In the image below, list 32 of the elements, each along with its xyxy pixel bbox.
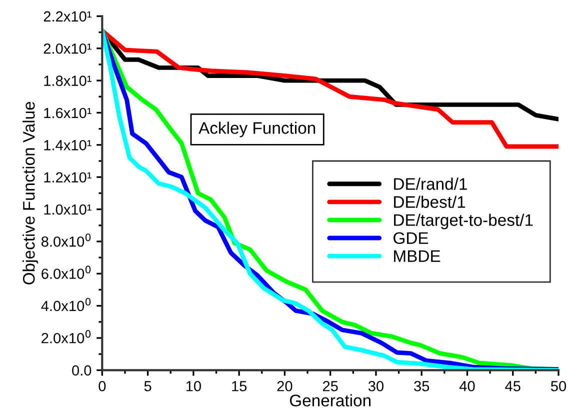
x-tick-label: 20 xyxy=(277,380,292,392)
y-tick-label: 2.0x10¹ xyxy=(44,43,92,54)
y-tick-label: 1.6x10¹ xyxy=(44,108,92,118)
x-tick-label: 50 xyxy=(550,380,566,392)
x-tick-label: 40 xyxy=(459,380,475,392)
y-tick-label: 6.0x10$^{0}$ xyxy=(42,266,91,279)
x-tick-label: 35 xyxy=(414,380,430,392)
x-tick-label: 0 xyxy=(98,380,106,392)
legend-label: DE/rand/1 xyxy=(394,178,467,190)
x-tick-label: 25 xyxy=(322,380,338,392)
legend-label: DE/best/1 xyxy=(394,196,466,208)
line-series xyxy=(102,28,559,149)
x-tick-label: 15 xyxy=(232,381,247,392)
y-tick-label: 8.0x10$^{0}$ xyxy=(41,233,91,247)
legend-label: GDE xyxy=(394,232,428,244)
x-tick-label: 45 xyxy=(505,381,520,392)
x-tick-label: 10 xyxy=(186,380,201,392)
y-tick-label: 0.0 xyxy=(72,365,92,376)
y-tick-label: 1.2x10¹ xyxy=(44,172,92,183)
x-tick-label: 5 xyxy=(144,381,152,392)
x-tick-label: 30 xyxy=(368,380,384,392)
y-tick-label: 1.4x10¹ xyxy=(44,140,92,150)
y-tick-label: 1.0x10¹ xyxy=(44,204,92,215)
annotation: Ackley Function xyxy=(198,122,316,138)
y-tick-label: 2.2x10¹ xyxy=(44,11,92,22)
y-tick-label: 1.8x10¹ xyxy=(44,76,92,86)
x-axis-title: Generation xyxy=(290,394,370,406)
legend-label: MBDE xyxy=(394,250,440,262)
y-axis-title: Objective Function Value xyxy=(22,102,38,284)
y-tick-label: 2.0x10$^{0}$ xyxy=(42,330,91,344)
legend-label: DE/target-to-best/1 xyxy=(394,214,533,230)
y-tick-label: 4.0x10$^{0}$ xyxy=(41,298,91,312)
